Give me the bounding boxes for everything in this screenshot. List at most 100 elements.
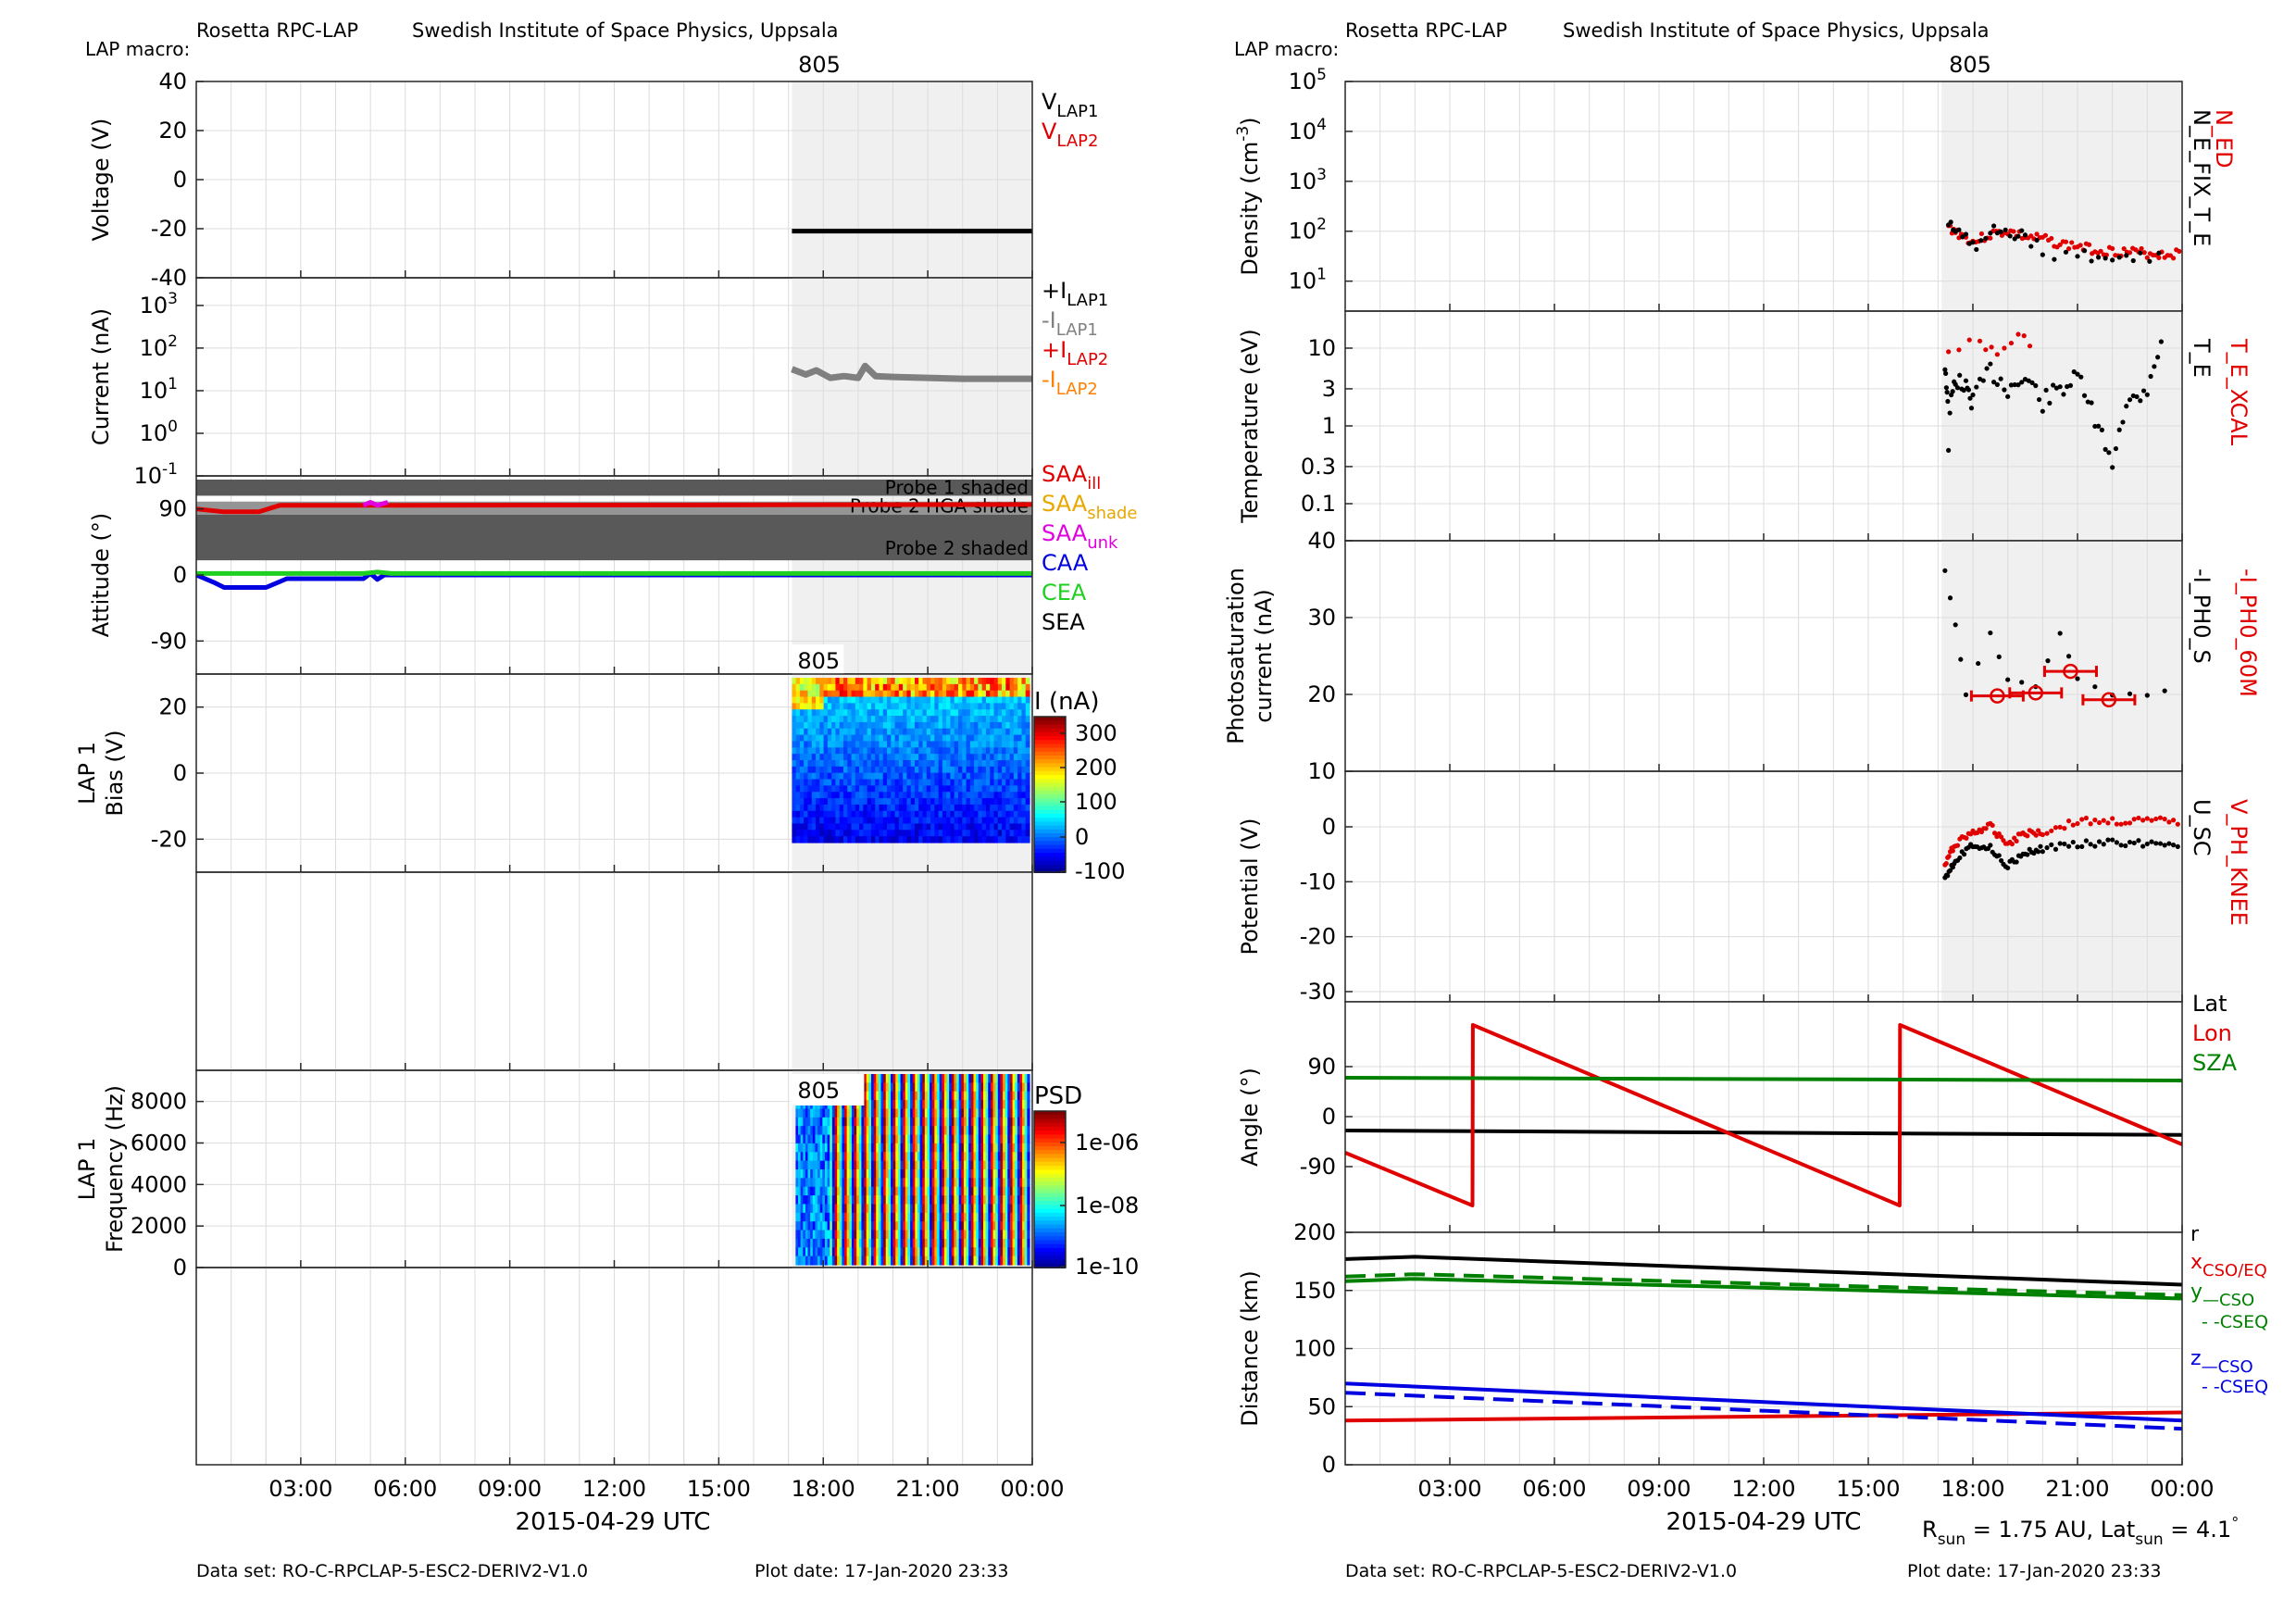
point-T_E xyxy=(2120,419,2126,425)
heatmap-cell xyxy=(905,1204,909,1214)
heatmap-cell xyxy=(938,766,943,774)
heatmap-cell xyxy=(861,1160,865,1170)
heatmap-cell xyxy=(985,696,991,704)
heatmap-cell xyxy=(856,1126,860,1136)
heatmap-cell xyxy=(879,772,884,781)
band-label: Probe 1 shaded xyxy=(885,476,1029,498)
heatmap-cell xyxy=(873,1169,877,1179)
heatmap-cell xyxy=(990,709,995,717)
heatmap-cell xyxy=(930,1230,933,1240)
heatmap-cell xyxy=(961,1134,965,1144)
heatmap-cell xyxy=(903,1169,906,1179)
heatmap-cell xyxy=(1009,817,1015,825)
heatmap-cell xyxy=(946,754,952,761)
heatmap-cell xyxy=(910,1195,914,1206)
y-tick-label: 100 xyxy=(1293,1336,1336,1362)
heatmap-cell xyxy=(1000,1091,1004,1101)
heatmap-cell xyxy=(983,1126,987,1136)
heatmap-cell xyxy=(864,1186,867,1196)
heatmap-cell xyxy=(927,1169,930,1179)
heatmap-cell xyxy=(856,1143,860,1153)
heatmap-cell xyxy=(888,1178,892,1188)
heatmap-cell xyxy=(827,1255,830,1266)
legend-item: -I_PH0_S xyxy=(2189,568,2215,664)
heatmap-cell xyxy=(887,721,892,730)
legend-item: -ILAP1 xyxy=(1042,307,1098,340)
heatmap-cell xyxy=(800,1204,804,1214)
heatmap-cell xyxy=(1017,703,1023,710)
heatmap-cell xyxy=(803,1238,806,1248)
heatmap-cell xyxy=(990,1204,994,1214)
y-tick-label: 0.3 xyxy=(1301,454,1336,480)
heatmap-cell xyxy=(924,1230,929,1240)
heatmap-cell xyxy=(922,1134,926,1144)
heatmap-cell xyxy=(919,1212,923,1222)
point-N_E_FIX_T_E xyxy=(2110,257,2115,263)
heatmap-cell xyxy=(876,1108,880,1118)
heatmap-cell xyxy=(1017,1074,1021,1083)
point-T_E xyxy=(2103,446,2108,452)
heatmap-cell xyxy=(1017,734,1023,743)
heatmap-cell xyxy=(930,721,935,730)
heatmap-cell xyxy=(900,1160,904,1170)
heatmap-cell xyxy=(946,741,952,748)
heatmap-cell xyxy=(978,1221,981,1231)
heatmap-cell xyxy=(926,678,931,685)
heatmap-cell xyxy=(968,1230,972,1240)
heatmap-cell xyxy=(839,1255,842,1266)
heatmap-cell xyxy=(990,728,995,736)
heatmap-cell xyxy=(903,741,908,748)
heatmap-cell xyxy=(914,810,919,818)
point-U_SC xyxy=(2044,844,2050,851)
heatmap-cell xyxy=(870,716,876,723)
point-U_SC xyxy=(2170,843,2177,848)
heatmap-cell xyxy=(969,696,975,704)
heatmap-cell xyxy=(851,703,856,710)
heatmap-cell xyxy=(938,703,943,710)
heatmap-cell xyxy=(1022,1134,1026,1144)
heatmap-cell xyxy=(870,683,876,692)
heatmap-cell xyxy=(918,754,924,761)
heatmap-cell xyxy=(997,810,1003,818)
heatmap-cell xyxy=(856,1108,860,1118)
heatmap-cell xyxy=(912,1238,916,1248)
point-U_SC xyxy=(2123,843,2128,849)
point-V_PH_KNEE xyxy=(1964,835,1969,841)
heatmap-cell xyxy=(851,779,856,786)
heatmap-cell xyxy=(868,1255,872,1266)
heatmap-cell xyxy=(950,804,955,812)
heatmap-cell xyxy=(878,1082,882,1093)
heatmap-cell xyxy=(892,1074,896,1083)
heatmap-cell xyxy=(993,690,999,698)
heatmap-cell xyxy=(867,817,872,825)
heatmap-cell xyxy=(807,721,813,730)
heatmap-cell xyxy=(800,1178,804,1188)
heatmap-cell xyxy=(885,1126,889,1136)
heatmap-cell xyxy=(888,1212,892,1222)
heatmap-cell xyxy=(943,1108,948,1118)
heatmap-cell xyxy=(795,779,801,786)
heatmap-cell xyxy=(1017,721,1023,730)
heatmap-cell xyxy=(859,830,864,837)
heatmap-cell xyxy=(898,830,904,837)
heatmap-cell xyxy=(950,696,955,704)
heatmap-cell xyxy=(966,1143,969,1153)
heatmap-cell xyxy=(930,804,935,812)
heatmap-cell xyxy=(938,709,943,717)
heatmap-cell xyxy=(976,1247,980,1257)
heatmap-cell xyxy=(835,734,841,743)
heatmap-cell xyxy=(867,823,872,831)
heatmap-cell xyxy=(876,1100,880,1110)
heatmap-cell xyxy=(976,1178,980,1188)
y-tick-label: -20 xyxy=(151,216,187,242)
heatmap-cell xyxy=(855,734,860,743)
heatmap-cell xyxy=(930,1152,933,1162)
heatmap-cell xyxy=(1009,1152,1014,1162)
heatmap-cell xyxy=(842,817,848,825)
heatmap-cell xyxy=(990,1143,994,1153)
heatmap-cell xyxy=(974,792,980,799)
heatmap-cell xyxy=(922,1152,926,1162)
heatmap-cell xyxy=(981,696,987,704)
heatmap-cell xyxy=(970,1230,975,1240)
